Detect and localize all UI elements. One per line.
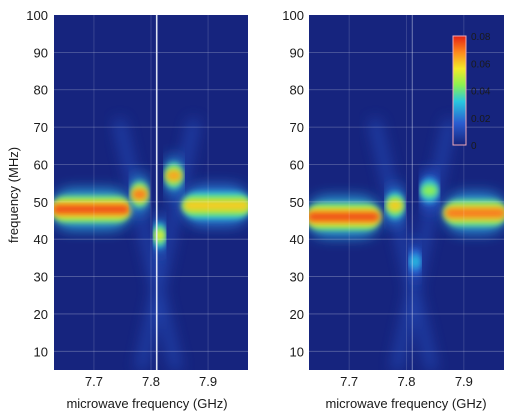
right-y-tick-label: 50 xyxy=(290,195,304,210)
right-intensity-feature-4 xyxy=(444,193,504,233)
colorbar-gradient xyxy=(452,35,467,146)
right-y-tick-label: 30 xyxy=(290,270,304,285)
right-x-tick-labels: 7.7 7.8 7.9 xyxy=(340,374,473,389)
right-x-axis-label: microwave frequency (GHz) xyxy=(325,396,486,411)
left-x-tick-label: 7.9 xyxy=(199,374,217,389)
left-x-tick-labels: 7.7 7.8 7.9 xyxy=(85,374,217,389)
left-intensity-feature-0 xyxy=(54,189,131,230)
left-y-tick-label: 30 xyxy=(34,270,48,285)
left-y-tick-label: 50 xyxy=(34,195,48,210)
left-intensity-feature-1 xyxy=(131,174,148,215)
right-intensity-feature-3 xyxy=(410,241,420,282)
left-intensity-feature-2 xyxy=(166,155,182,196)
colorbar-tick-label: 0.04 xyxy=(471,87,491,98)
left-y-tick-label: 80 xyxy=(34,83,48,98)
left-y-axis-label: frequency (MHz) xyxy=(6,147,21,243)
left-heatmap-grid xyxy=(54,15,248,370)
left-heatmap-intensity xyxy=(54,118,248,370)
right-heatmap-grid xyxy=(309,15,504,370)
left-y-tick-label: 40 xyxy=(34,232,48,247)
right-y-tick-label: 90 xyxy=(290,45,304,60)
colorbar-legend: 0.08 0.06 0.04 0.02 0 xyxy=(452,32,491,152)
colorbar-tick-labels: 0.08 0.06 0.04 0.02 0 xyxy=(471,32,491,152)
right-y-tick-label: 20 xyxy=(290,307,304,322)
left-x-tick-label: 7.7 xyxy=(85,374,103,389)
right-streaks xyxy=(369,118,456,370)
colorbar-tick-label: 0.02 xyxy=(471,114,491,125)
left-x-axis-label: microwave frequency (GHz) xyxy=(66,396,227,411)
right-intensity-feature-2 xyxy=(421,170,438,211)
left-y-tick-labels: 10 20 30 40 50 60 70 80 90 100 xyxy=(26,8,48,359)
left-y-tick-label: 20 xyxy=(34,307,48,322)
right-y-tick-labels: 10 20 30 40 50 60 70 80 90 100 xyxy=(282,8,304,359)
right-x-tick-label: 7.7 xyxy=(340,374,358,389)
right-y-tick-label: 60 xyxy=(290,157,304,172)
left-intensity-feature-4 xyxy=(183,185,248,226)
right-y-tick-label: 80 xyxy=(290,83,304,98)
left-streaks xyxy=(113,118,200,370)
right-y-tick-label: 40 xyxy=(290,232,304,247)
left-y-tick-label: 60 xyxy=(34,157,48,172)
left-y-tick-label: 100 xyxy=(26,8,48,23)
right-intensity-feature-0 xyxy=(309,196,380,237)
right-heatmap-panel: 10 20 30 40 50 60 70 80 90 100 7.7 7.8 7.9 microwav… xyxy=(282,8,504,411)
left-y-tick-label: 90 xyxy=(34,45,48,60)
left-x-tick-label: 7.8 xyxy=(142,374,160,389)
right-x-tick-label: 7.9 xyxy=(455,374,473,389)
colorbar-tick-label: 0.08 xyxy=(471,32,491,43)
right-heatmap-intensity xyxy=(309,118,504,370)
left-heatmap-panel: 10 20 30 40 50 60 70 80 90 100 7.7 7.8 7.9 microwav… xyxy=(6,8,248,411)
right-intensity-feature-1 xyxy=(387,185,403,226)
right-y-tick-label: 10 xyxy=(290,344,304,359)
colorbar-tick-label: 0.06 xyxy=(471,59,491,70)
right-x-tick-label: 7.8 xyxy=(397,374,415,389)
colorbar-tick-label: 0 xyxy=(471,141,477,152)
left-y-tick-label: 10 xyxy=(34,344,48,359)
right-y-tick-label: 100 xyxy=(282,8,304,23)
right-y-tick-label: 70 xyxy=(290,120,304,135)
left-y-tick-label: 70 xyxy=(34,120,48,135)
